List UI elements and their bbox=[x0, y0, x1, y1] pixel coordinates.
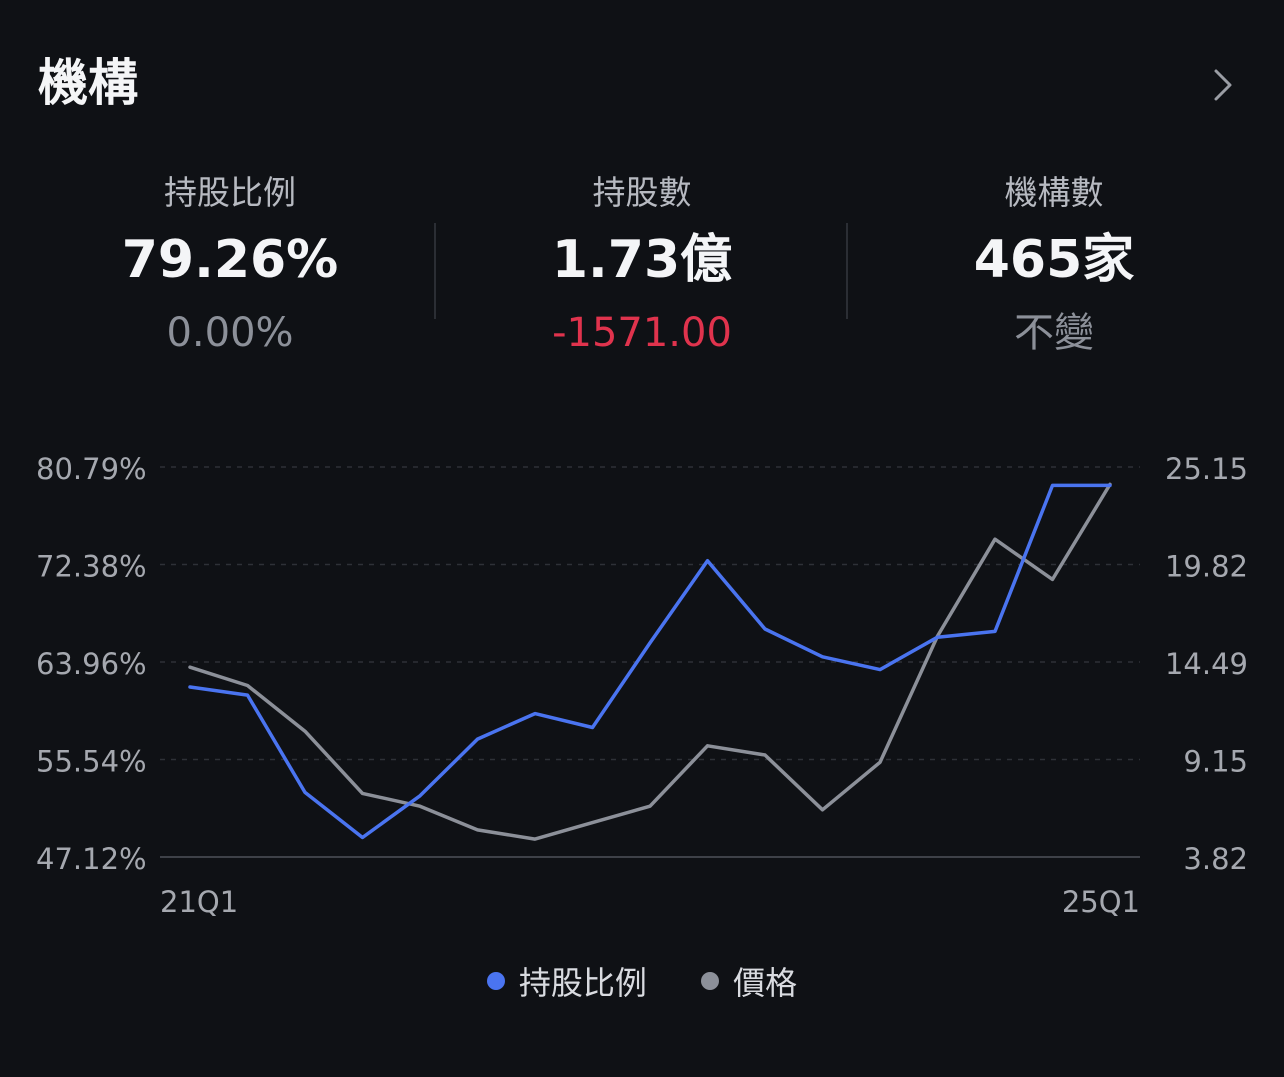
stat-value: 79.26% bbox=[121, 230, 339, 290]
section-header: 機構 bbox=[38, 48, 1246, 118]
legend-dot-holding bbox=[486, 972, 505, 990]
series-line-price bbox=[188, 482, 1112, 841]
stat-change: 0.00% bbox=[166, 310, 294, 356]
stat-change: 不變 bbox=[1014, 310, 1094, 356]
y-right-tick-label: 25.15 bbox=[1165, 452, 1248, 486]
x-tick-label-end: 25Q1 bbox=[1062, 885, 1140, 919]
y-left-tick-label: 63.96% bbox=[36, 647, 147, 681]
y-left-tick-label: 72.38% bbox=[36, 550, 147, 584]
series-line-holding-ratio bbox=[188, 483, 1112, 840]
divider bbox=[434, 223, 436, 319]
stat-value: 1.73億 bbox=[551, 230, 733, 290]
y-right-tick-label: 19.82 bbox=[1165, 550, 1248, 584]
chart-legend: 持股比例 價格 bbox=[0, 958, 1284, 1004]
y-right-tick-label: 9.15 bbox=[1183, 745, 1248, 779]
y-right-tick-label: 3.82 bbox=[1183, 842, 1248, 876]
stat-label: 機構數 bbox=[1004, 173, 1104, 212]
y-left-tick-label: 80.79% bbox=[36, 452, 147, 486]
legend-dot-price bbox=[701, 972, 720, 990]
stat-label: 持股數 bbox=[592, 173, 692, 212]
legend-item-holding[interactable]: 持股比例 bbox=[486, 958, 647, 1004]
stat-holding-ratio: 持股比例 79.26% 0.00% bbox=[24, 165, 436, 375]
y-right-tick-label: 14.49 bbox=[1165, 647, 1248, 681]
y-left-tick-label: 55.54% bbox=[36, 745, 147, 779]
chevron-right-icon[interactable] bbox=[1206, 68, 1240, 102]
y-left-tick-label: 47.12% bbox=[36, 842, 147, 876]
stats-panel: 持股比例 79.26% 0.00% 持股數 1.73億 -1571.00 機構數… bbox=[24, 165, 1260, 375]
stat-value: 465家 bbox=[973, 230, 1135, 290]
stat-institution-count: 機構數 465家 不變 bbox=[848, 165, 1260, 375]
page-title: 機構 bbox=[38, 54, 138, 112]
legend-label: 持股比例 bbox=[518, 964, 647, 1002]
stat-change: -1571.00 bbox=[552, 310, 732, 356]
holding-price-chart: 80.79% 25.15 72.38% 19.82 63.96% 14.49 55.54% 9… bbox=[36, 452, 1248, 919]
stat-label: 持股比例 bbox=[164, 173, 296, 212]
divider bbox=[846, 223, 848, 319]
legend-label: 價格 bbox=[733, 964, 798, 1002]
legend-item-price[interactable]: 價格 bbox=[701, 958, 797, 1004]
x-tick-label-start: 21Q1 bbox=[160, 885, 238, 919]
stat-shares-held: 持股數 1.73億 -1571.00 bbox=[436, 165, 848, 375]
